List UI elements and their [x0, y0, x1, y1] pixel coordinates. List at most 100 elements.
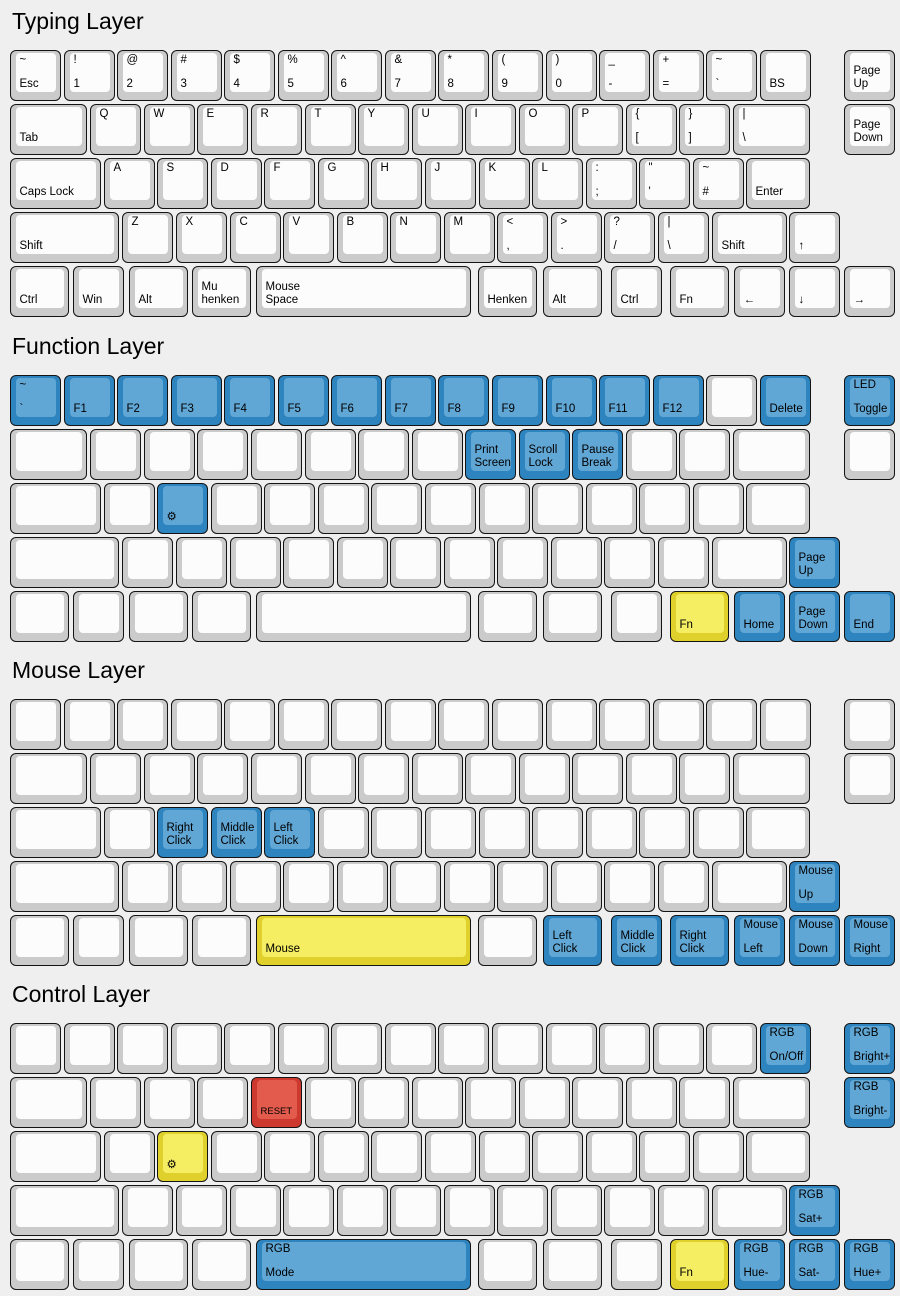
keycap-top [443, 1026, 484, 1065]
keycap-top [323, 486, 364, 525]
key-legend-bottom: . [560, 240, 564, 253]
key-win: Win [73, 266, 124, 317]
key-alt: Alt [129, 266, 188, 317]
key-legend-top: ! [73, 54, 77, 66]
key-a: A [104, 158, 155, 209]
key-t: T [305, 104, 356, 155]
key-blank [679, 753, 730, 804]
keycap-top [698, 810, 739, 849]
keycap-top: ? / [609, 215, 650, 254]
keycap-top: }] [684, 107, 725, 146]
keycap-top: RGB Hue+ [849, 1242, 890, 1281]
key-blank [10, 537, 119, 588]
keycap-top: E [202, 107, 243, 146]
key-blank [733, 429, 810, 480]
keycap-top [430, 1134, 471, 1173]
key-legend-bottom: Mode [265, 1267, 295, 1280]
key-blank [639, 483, 690, 534]
keycap-top: F10 [551, 378, 592, 417]
keycap-top [684, 756, 725, 795]
keycap-top [95, 1080, 136, 1119]
keycap-top [15, 540, 114, 579]
keycap-top [390, 702, 431, 741]
key-r: R [251, 104, 302, 155]
key-up-mouse: Mouse Up [789, 861, 840, 912]
key-blank [653, 1023, 704, 1074]
key-blank [371, 807, 422, 858]
key-legend-top: RGB [798, 1189, 824, 1201]
key-page-up: Page Up [844, 50, 895, 101]
key-blank [746, 483, 810, 534]
key-blank [599, 1023, 650, 1074]
key-enter: Enter [746, 158, 810, 209]
key-legend-top: @ [126, 54, 139, 66]
keycap-top [631, 1080, 672, 1119]
key-legend-bottom: F8 [447, 403, 461, 416]
keycap-top: _ - [604, 53, 645, 92]
key-blank [479, 483, 530, 534]
key-legend-top: RGB [853, 1243, 879, 1255]
keycap-top: LED Toggle [849, 378, 890, 417]
key-blank [358, 753, 409, 804]
key-blank [658, 1185, 709, 1236]
keycap-top: A [109, 161, 150, 200]
keycap-top [134, 1242, 183, 1281]
key-blank [626, 1077, 677, 1128]
key-legend-bottom: 7 [394, 78, 401, 91]
key-blank [479, 1131, 530, 1182]
key-blank [90, 753, 141, 804]
key-blank [176, 537, 227, 588]
key-blank [706, 699, 757, 750]
key-blank [305, 753, 356, 804]
keycap-top [342, 864, 383, 903]
key-legend-bottom: F1 [73, 403, 87, 416]
keycap-top: G [323, 161, 364, 200]
keycap-top [122, 1026, 163, 1065]
keycap-top [684, 432, 725, 471]
key-w: W [144, 104, 195, 155]
key-blank [497, 537, 548, 588]
key-legend-bottom: ; [595, 186, 599, 199]
keycap-top [849, 702, 890, 741]
key-blank [532, 1131, 583, 1182]
keycap-top [483, 594, 532, 633]
keycap-top: Mouse Space [261, 269, 466, 308]
key-tab: Tab [10, 104, 87, 155]
key-legend-bottom: \ [667, 240, 671, 253]
keycap-top [556, 540, 597, 579]
keycap-top: F6 [336, 378, 377, 417]
key-blank [390, 861, 441, 912]
key-blank [478, 591, 537, 642]
key-blank [305, 429, 356, 480]
key-blank [679, 1077, 730, 1128]
key-legend-top: V [292, 216, 301, 228]
key-8: * 8 [438, 50, 489, 101]
key-legend-bottom: 3 [180, 78, 187, 91]
key-blank [385, 1023, 436, 1074]
keycap-top [658, 1026, 699, 1065]
key-legend-bottom: Middle Click [220, 822, 255, 848]
keycap-top: | \ [738, 107, 805, 146]
key-legend-bottom: Fn [679, 294, 693, 307]
keycap-top [537, 1134, 578, 1173]
key-blank [10, 1077, 87, 1128]
key-u: U [412, 104, 463, 155]
key-legend-top: " [648, 162, 653, 174]
key-symbol: }] [679, 104, 730, 155]
key-legend-top: RGB [853, 1081, 879, 1093]
key-blank [712, 1185, 787, 1236]
keycap-top [711, 1026, 752, 1065]
key-blank [129, 915, 188, 966]
keycap-top [15, 810, 96, 849]
keycap-top [15, 1080, 82, 1119]
key-blank [10, 429, 87, 480]
key-blank [318, 807, 369, 858]
keycap-top: Alt [548, 269, 597, 308]
key-blank [385, 699, 436, 750]
keycap-top [717, 540, 782, 579]
key-legend-bottom: ' [648, 186, 651, 199]
key-legend-bottom: Page Down [798, 606, 828, 632]
key-blank [104, 483, 155, 534]
keycap-top: S [162, 161, 203, 200]
keycap-top: Mouse [261, 918, 466, 957]
